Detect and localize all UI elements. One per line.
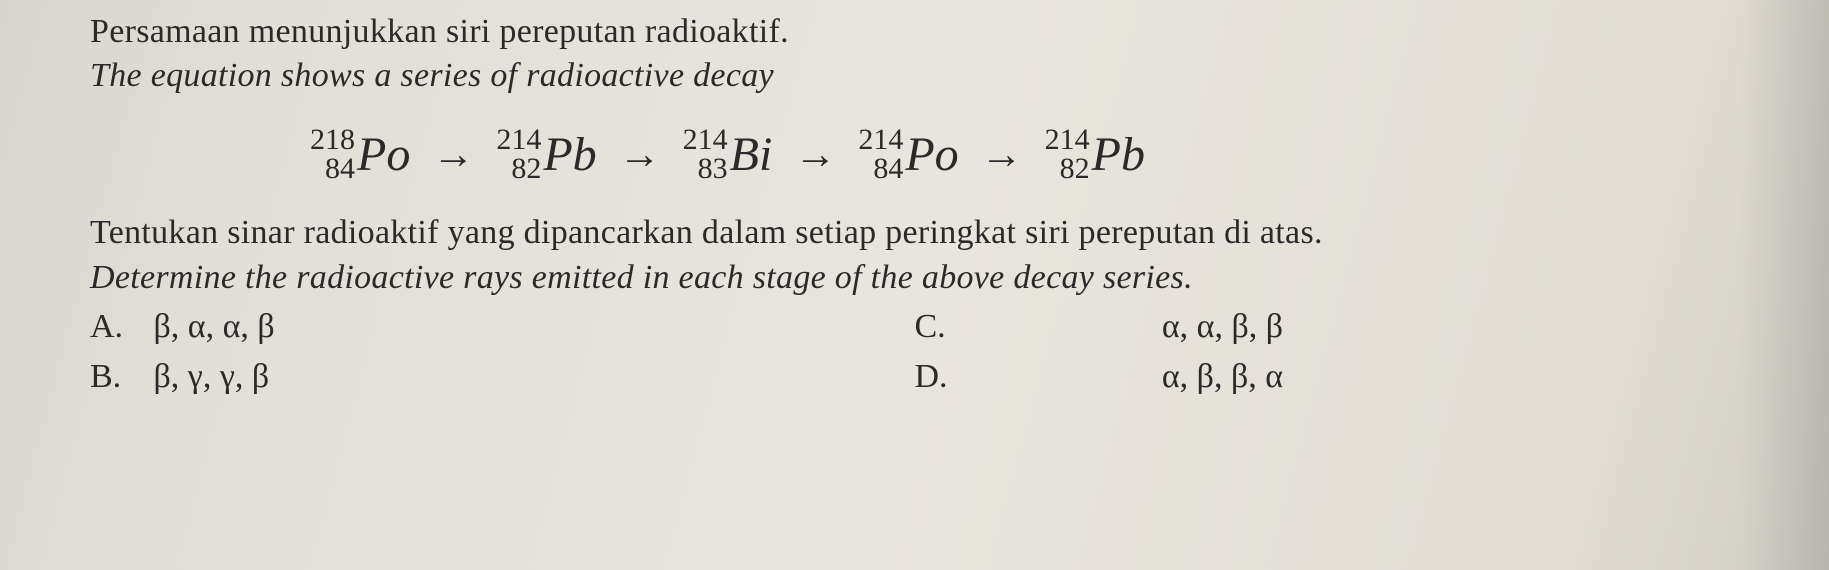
question-malay: Tentukan sinar radioaktif yang dipancark… bbox=[90, 211, 1739, 255]
choice-c-value: α, α, β, β bbox=[1162, 304, 1739, 350]
nuclide-0-atomic: 84 bbox=[325, 155, 355, 184]
nuclide-2: 214 83 Bi bbox=[683, 126, 773, 183]
decay-equation: 218 84 Po → 214 82 Pb → 214 83 Bi → 214 … bbox=[310, 126, 1739, 183]
nuclide-3-mass: 214 bbox=[858, 126, 903, 155]
choice-b-label: B. bbox=[90, 354, 145, 400]
choice-a-label: A. bbox=[90, 304, 145, 350]
prompt-english: The equation shows a series of radioacti… bbox=[90, 54, 1739, 98]
nuclide-4-symbol: Pb bbox=[1092, 131, 1145, 179]
choice-d-label: D. bbox=[915, 354, 970, 400]
nuclide-3: 214 84 Po bbox=[858, 126, 958, 183]
nuclide-3-atomic: 84 bbox=[873, 155, 903, 184]
choice-c-label-only: C. bbox=[915, 304, 1080, 350]
nuclide-3-symbol: Po bbox=[905, 131, 958, 179]
nuclide-0: 218 84 Po bbox=[310, 126, 410, 183]
choice-a-value: β, α, α, β bbox=[154, 308, 275, 345]
arrow-icon: → bbox=[790, 131, 840, 179]
choices-row-2: B. β, γ, γ, β D. α, β, β, α bbox=[90, 354, 1739, 400]
choices-row-1: A. β, α, α, β C. α, α, β, β bbox=[90, 304, 1739, 350]
choice-b: B. β, γ, γ, β bbox=[90, 354, 832, 400]
choice-b-value: β, γ, γ, β bbox=[154, 358, 270, 395]
choice-d-label-only: D. bbox=[915, 354, 1080, 400]
question-english: Determine the radioactive rays emitted i… bbox=[90, 256, 1739, 300]
nuclide-0-mass: 218 bbox=[310, 126, 355, 155]
nuclide-1-atomic: 82 bbox=[511, 155, 541, 184]
prompt-malay: Persamaan menunjukkan siri pereputan rad… bbox=[90, 10, 1739, 54]
nuclide-1-mass: 214 bbox=[496, 126, 541, 155]
nuclide-4-atomic: 82 bbox=[1060, 155, 1090, 184]
nuclide-2-atomic: 83 bbox=[698, 155, 728, 184]
nuclide-1: 214 82 Pb bbox=[496, 126, 596, 183]
choice-d-value: α, β, β, α bbox=[1162, 354, 1739, 400]
arrow-icon: → bbox=[977, 131, 1027, 179]
choice-a: A. β, α, α, β bbox=[90, 304, 832, 350]
nuclide-2-mass: 214 bbox=[683, 126, 728, 155]
nuclide-4: 214 82 Pb bbox=[1045, 126, 1145, 183]
choice-c-label: C. bbox=[915, 304, 970, 350]
arrow-icon: → bbox=[615, 131, 665, 179]
page-shadow bbox=[1739, 0, 1829, 570]
arrow-icon: → bbox=[428, 131, 478, 179]
nuclide-4-mass: 214 bbox=[1045, 126, 1090, 155]
nuclide-2-symbol: Bi bbox=[730, 131, 773, 179]
nuclide-1-symbol: Pb bbox=[543, 131, 596, 179]
nuclide-0-symbol: Po bbox=[357, 131, 410, 179]
